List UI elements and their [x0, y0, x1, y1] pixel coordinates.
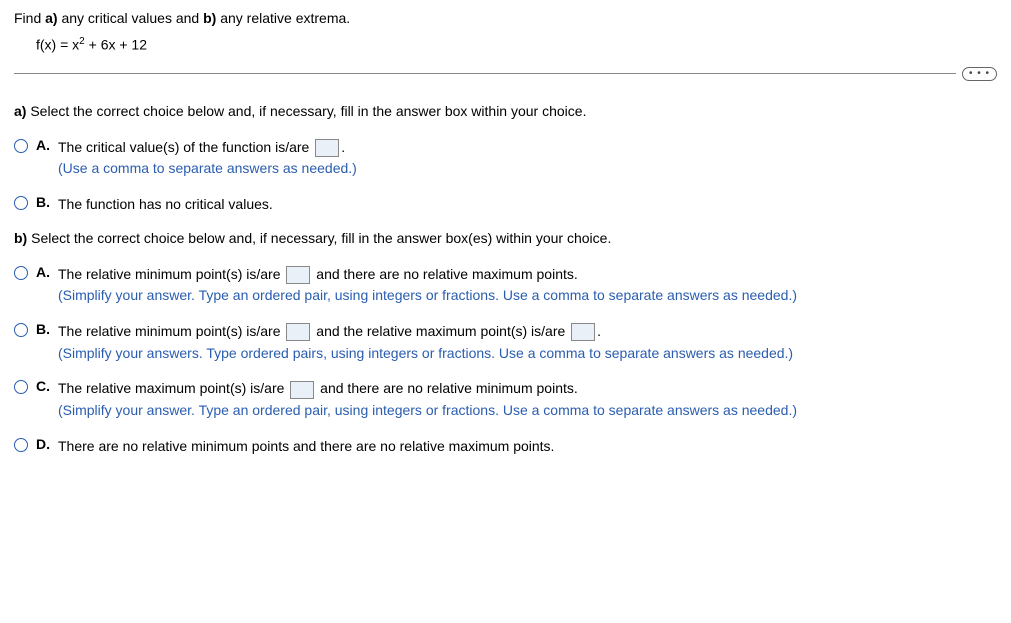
stem-prefix: Find [14, 10, 45, 26]
part-a-choice-b: B. The function has no critical values. [14, 194, 997, 216]
part-b-choice-a: A. The relative minimum point(s) is/are … [14, 264, 997, 307]
choice-letter: B. [36, 321, 58, 337]
choice-body: The function has no critical values. [58, 194, 997, 216]
choice-letter: A. [36, 137, 58, 153]
choice-period: . [597, 323, 601, 339]
stem-mid1: any critical values and [58, 10, 204, 26]
part-b-bold: b) [14, 230, 27, 246]
choice-hint: (Simplify your answers. Type ordered pai… [58, 345, 793, 361]
choice-letter: C. [36, 378, 58, 394]
choice-text: The relative minimum point(s) is/are [58, 323, 284, 339]
choice-text: The critical value(s) of the function is… [58, 139, 313, 155]
radio-b-C[interactable] [14, 380, 28, 394]
choice-letter: D. [36, 436, 58, 452]
choice-letter: A. [36, 264, 58, 280]
part-b-prompt: b) Select the correct choice below and, … [14, 230, 997, 246]
choice-period: . [341, 139, 345, 155]
part-b-text: Select the correct choice below and, if … [27, 230, 611, 246]
divider-row: • • • [14, 67, 997, 81]
question-stem: Find a) any critical values and b) any r… [14, 10, 997, 26]
formula-lhs: f(x) = x [36, 37, 79, 53]
stem-bold-b: b) [203, 10, 216, 26]
part-a-prompt: a) Select the correct choice below and, … [14, 103, 997, 119]
choice-text: The relative maximum point(s) is/are [58, 380, 288, 396]
choice-body: The critical value(s) of the function is… [58, 137, 997, 180]
radio-b-D[interactable] [14, 438, 28, 452]
choice-body: The relative minimum point(s) is/are and… [58, 321, 997, 364]
stem-bold-a: a) [45, 10, 57, 26]
choice-text: There are no relative minimum points and… [58, 438, 554, 454]
answer-box[interactable] [286, 323, 310, 341]
choice-text2: and the relative maximum point(s) is/are [312, 323, 569, 339]
radio-a-A[interactable] [14, 139, 28, 153]
formula: f(x) = x2 + 6x + 12 [36, 36, 997, 53]
part-a-bold: a) [14, 103, 26, 119]
choice-hint: (Simplify your answer. Type an ordered p… [58, 402, 797, 418]
choice-hint: (Simplify your answer. Type an ordered p… [58, 287, 797, 303]
part-a-choice-a: A. The critical value(s) of the function… [14, 137, 997, 180]
part-a-text: Select the correct choice below and, if … [26, 103, 586, 119]
choice-hint: (Use a comma to separate answers as need… [58, 160, 357, 176]
radio-b-B[interactable] [14, 323, 28, 337]
formula-rhs: + 6x + 12 [85, 37, 147, 53]
answer-box[interactable] [315, 139, 339, 157]
part-b-choice-d: D. There are no relative minimum points … [14, 436, 997, 458]
choice-text2: and there are no relative minimum points… [316, 380, 577, 396]
answer-box[interactable] [290, 381, 314, 399]
choice-body: The relative maximum point(s) is/are and… [58, 378, 997, 421]
part-b-choice-b: B. The relative minimum point(s) is/are … [14, 321, 997, 364]
part-b-choice-c: C. The relative maximum point(s) is/are … [14, 378, 997, 421]
more-icon[interactable]: • • • [962, 67, 997, 81]
radio-a-B[interactable] [14, 196, 28, 210]
answer-box[interactable] [286, 266, 310, 284]
choice-letter: B. [36, 194, 58, 210]
radio-b-A[interactable] [14, 266, 28, 280]
choice-body: There are no relative minimum points and… [58, 436, 997, 458]
stem-mid2: any relative extrema. [216, 10, 350, 26]
choice-text2: and there are no relative maximum points… [312, 266, 577, 282]
choice-text: The relative minimum point(s) is/are [58, 266, 284, 282]
divider-line [14, 73, 956, 74]
answer-box[interactable] [571, 323, 595, 341]
choice-text: The function has no critical values. [58, 196, 273, 212]
choice-body: The relative minimum point(s) is/are and… [58, 264, 997, 307]
